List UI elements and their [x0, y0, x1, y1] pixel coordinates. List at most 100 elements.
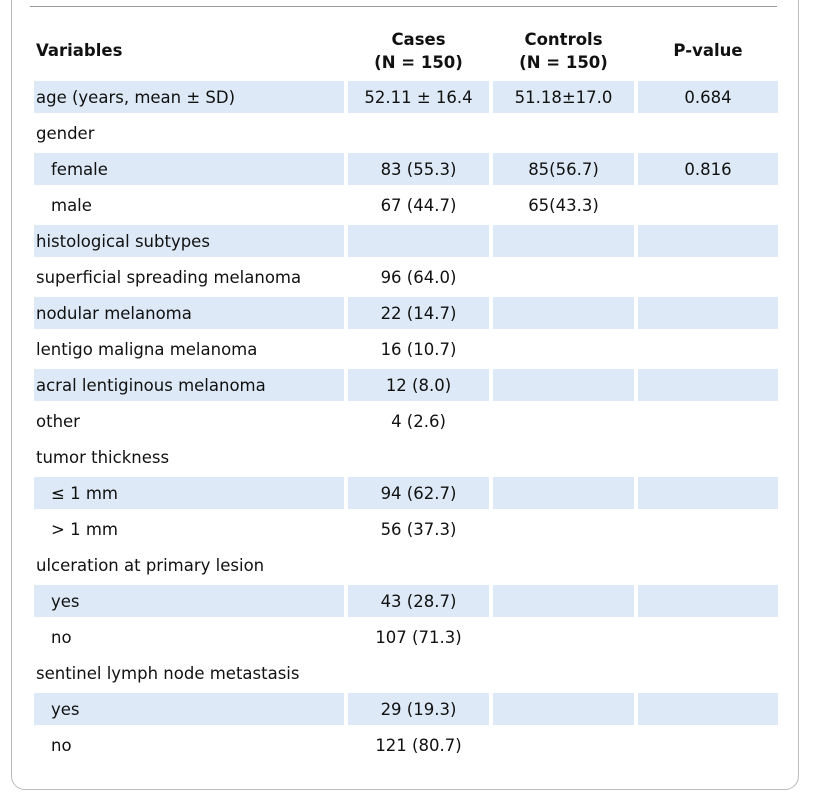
table-row: ulceration at primary lesion — [34, 549, 778, 581]
cases-value: 4 (2.6) — [391, 411, 446, 431]
controls-value — [493, 657, 634, 689]
controls-value — [493, 297, 634, 329]
p-value — [638, 729, 778, 761]
p-value — [638, 405, 778, 437]
p-value: 0.816 — [638, 153, 778, 185]
controls-value — [493, 225, 634, 257]
row-label: lentigo maligna melanoma — [36, 339, 258, 359]
row-label: other — [36, 411, 80, 431]
table-row: yes 29 (19.3) — [34, 693, 778, 725]
table-row: tumor thickness — [34, 441, 778, 473]
cases-value — [348, 549, 489, 581]
p-value — [638, 621, 778, 653]
controls-value — [493, 405, 634, 437]
row-label: no — [51, 627, 72, 647]
cases-value — [348, 441, 489, 473]
table-row: no 107 (71.3) — [34, 621, 778, 653]
cases-value: 121 (80.7) — [375, 735, 462, 755]
controls-value — [493, 117, 634, 149]
cases-value: 83 (55.3) — [348, 153, 489, 185]
p-value — [638, 297, 778, 329]
characteristics-table: Variables Cases (N = 150) Controls (N = … — [30, 20, 782, 765]
p-value — [638, 333, 778, 365]
cases-value: 12 (8.0) — [348, 369, 489, 401]
row-label: acral lentiginous melanoma — [34, 369, 344, 401]
p-value — [638, 189, 778, 221]
cases-value — [348, 225, 489, 257]
controls-value — [493, 693, 634, 725]
table-row: sentinel lymph node metastasis — [34, 657, 778, 689]
row-label: sentinel lymph node metastasis — [36, 663, 300, 683]
p-value — [638, 225, 778, 257]
controls-value — [493, 441, 634, 473]
table-row: other 4 (2.6) — [34, 405, 778, 437]
row-label: male — [51, 195, 92, 215]
p-value — [638, 117, 778, 149]
row-label: ≤ 1 mm — [34, 477, 344, 509]
header-row: Variables Cases (N = 150) Controls (N = … — [34, 24, 778, 77]
cases-value: 94 (62.7) — [348, 477, 489, 509]
cases-value: 29 (19.3) — [348, 693, 489, 725]
controls-value: 85(56.7) — [493, 153, 634, 185]
table-row: male 67 (44.7) 65(43.3) — [34, 189, 778, 221]
header-p-value: P-value — [673, 41, 743, 60]
controls-value: 65(43.3) — [528, 195, 599, 215]
top-rule — [30, 6, 777, 7]
cases-value: 56 (37.3) — [380, 519, 457, 539]
controls-value — [493, 549, 634, 581]
p-value — [638, 657, 778, 689]
controls-value: 51.18±17.0 — [493, 81, 634, 113]
cases-value: 16 (10.7) — [380, 339, 457, 359]
controls-value — [493, 369, 634, 401]
cases-value: 43 (28.7) — [348, 585, 489, 617]
controls-value — [493, 477, 634, 509]
table-row: > 1 mm 56 (37.3) — [34, 513, 778, 545]
controls-value — [493, 261, 634, 293]
p-value: 0.684 — [638, 81, 778, 113]
table-row: acral lentiginous melanoma 12 (8.0) — [34, 369, 778, 401]
table-frame — [11, 0, 799, 790]
p-value — [638, 549, 778, 581]
controls-value — [493, 621, 634, 653]
p-value — [638, 261, 778, 293]
p-value — [638, 441, 778, 473]
row-label: superficial spreading melanoma — [36, 267, 302, 287]
cases-value: 107 (71.3) — [375, 627, 462, 647]
row-label: tumor thickness — [36, 447, 170, 467]
controls-value — [493, 729, 634, 761]
row-label: ulceration at primary lesion — [36, 555, 265, 575]
p-value — [638, 513, 778, 545]
row-label: yes — [34, 585, 344, 617]
row-label: no — [51, 735, 72, 755]
table-row: lentigo maligna melanoma 16 (10.7) — [34, 333, 778, 365]
p-value — [638, 369, 778, 401]
row-label: gender — [36, 123, 95, 143]
cases-value: 22 (14.7) — [348, 297, 489, 329]
table-row: ≤ 1 mm 94 (62.7) — [34, 477, 778, 509]
header-controls: Controls (N = 150) — [519, 29, 608, 72]
row-label: nodular melanoma — [34, 297, 344, 329]
cases-value: 96 (64.0) — [380, 267, 457, 287]
row-label: age (years, mean ± SD) — [34, 81, 344, 113]
row-label: yes — [34, 693, 344, 725]
p-value — [638, 585, 778, 617]
p-value — [638, 693, 778, 725]
row-label: histological subtypes — [34, 225, 344, 257]
table-row: female 83 (55.3) 85(56.7) 0.816 — [34, 153, 778, 185]
header-variables: Variables — [36, 41, 123, 60]
row-label: female — [34, 153, 344, 185]
table-row: histological subtypes — [34, 225, 778, 257]
cases-value — [348, 657, 489, 689]
controls-value — [493, 333, 634, 365]
table-row: gender — [34, 117, 778, 149]
table-row: no 121 (80.7) — [34, 729, 778, 761]
table-row: nodular melanoma 22 (14.7) — [34, 297, 778, 329]
table-row: age (years, mean ± SD) 52.11 ± 16.4 51.18±… — [34, 81, 778, 113]
header-cases: Cases (N = 150) — [374, 29, 463, 72]
row-label: > 1 mm — [51, 519, 118, 539]
cases-value: 52.11 ± 16.4 — [348, 81, 489, 113]
cases-value — [348, 117, 489, 149]
controls-value — [493, 585, 634, 617]
table-row: yes 43 (28.7) — [34, 585, 778, 617]
cases-value: 67 (44.7) — [380, 195, 457, 215]
